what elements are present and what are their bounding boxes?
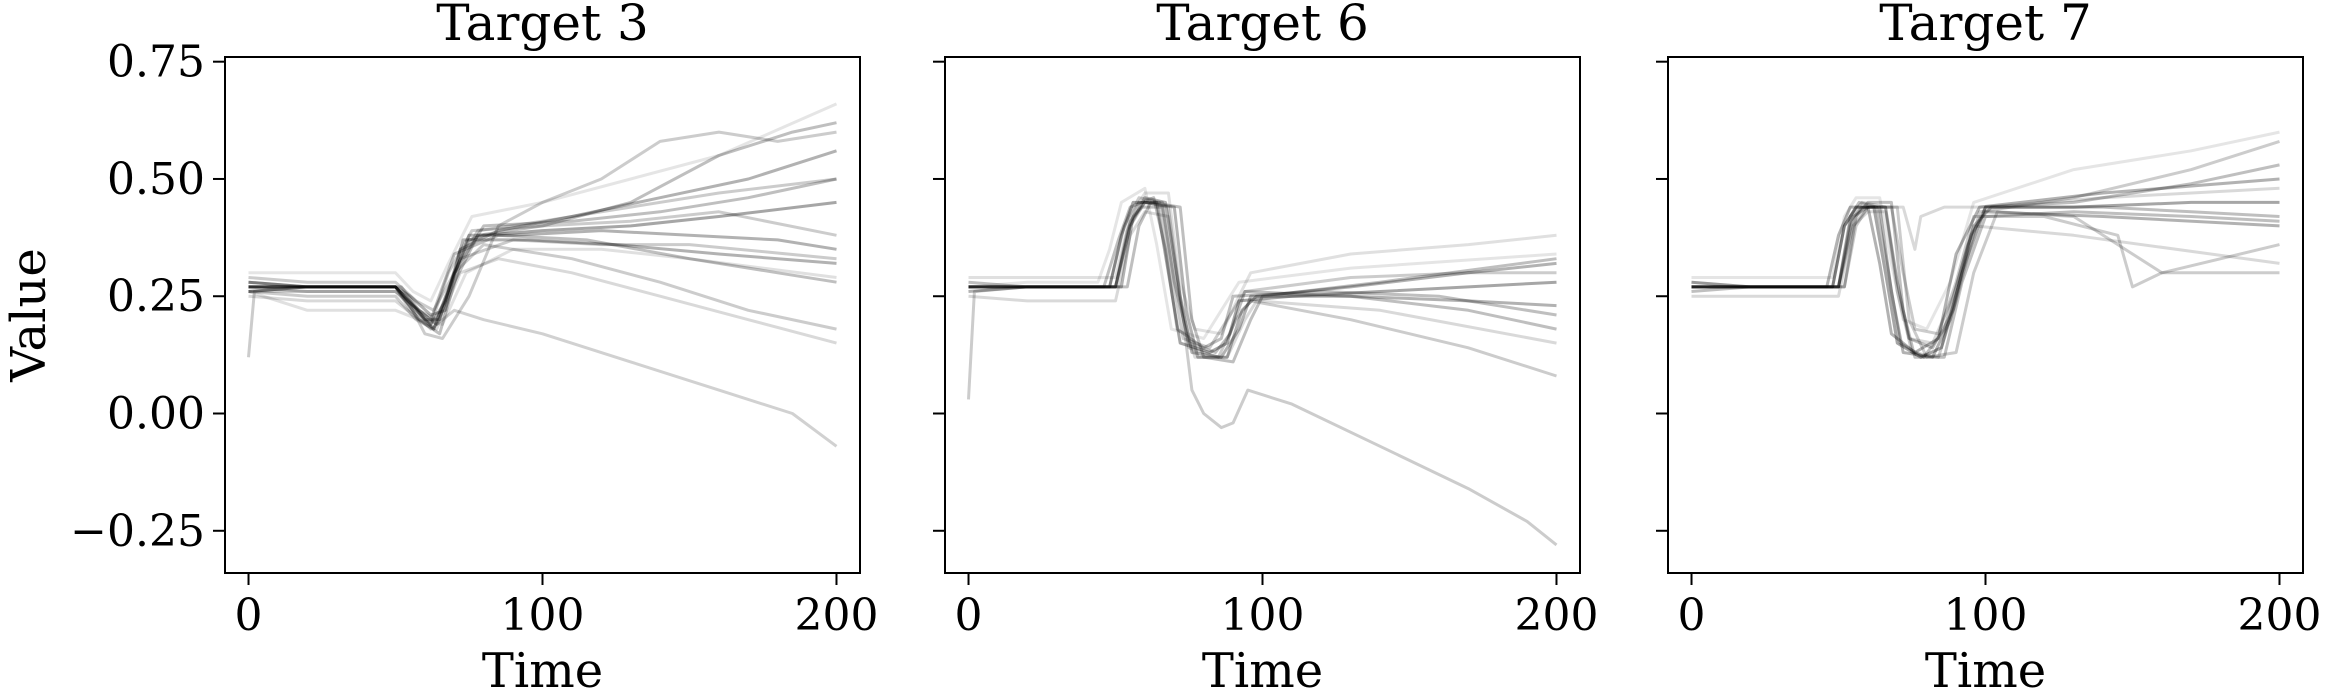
y-tick-label: 0.50 bbox=[107, 154, 205, 205]
series-line-2 bbox=[968, 196, 1557, 359]
series-line-4 bbox=[1691, 200, 2280, 359]
x-tick-label: 200 bbox=[2237, 590, 2321, 641]
x-tick-label: 0 bbox=[955, 590, 983, 641]
series-line-7 bbox=[248, 233, 837, 322]
chart-title: Target 6 bbox=[1156, 0, 1369, 52]
series-line-12 bbox=[1691, 130, 2280, 331]
x-tick-label: 100 bbox=[501, 590, 585, 641]
series-line-9 bbox=[248, 243, 837, 331]
series-line-10 bbox=[968, 210, 1557, 359]
axes-frame bbox=[1667, 56, 2304, 574]
y-tick-label: −0.25 bbox=[70, 506, 205, 557]
series-line-5 bbox=[248, 238, 837, 326]
series-line-7 bbox=[1691, 205, 2280, 359]
x-axis-label: Time bbox=[1925, 643, 2046, 699]
series-line-6 bbox=[968, 205, 1557, 354]
series-line-1 bbox=[248, 200, 837, 322]
x-tick-label: 0 bbox=[235, 590, 263, 641]
series-line-10 bbox=[1691, 210, 2280, 345]
series-line-10 bbox=[248, 210, 837, 326]
series-group bbox=[247, 102, 838, 448]
x-axis-label: Time bbox=[1202, 643, 1323, 699]
x-tick-label: 200 bbox=[794, 590, 878, 641]
series-line-14 bbox=[248, 257, 837, 345]
series-group bbox=[1691, 130, 2280, 359]
x-tick-label: 200 bbox=[1514, 590, 1598, 641]
series-line-12 bbox=[968, 186, 1557, 340]
chart-title: Target 3 bbox=[436, 0, 649, 52]
series-line-8 bbox=[967, 200, 1557, 400]
x-tick-label: 100 bbox=[1221, 590, 1305, 641]
x-axis-label: Time bbox=[482, 643, 603, 699]
series-line-6 bbox=[248, 177, 837, 336]
panel-2: 0 100 200 Target 6 Time bbox=[933, 0, 1598, 699]
series-line-9 bbox=[1691, 139, 2280, 359]
series-line-11 bbox=[1691, 186, 2280, 289]
series-line-3 bbox=[1691, 177, 2280, 354]
series-line-15 bbox=[248, 247, 837, 326]
series-line-3 bbox=[248, 149, 837, 317]
series-line-3 bbox=[968, 200, 1557, 359]
series-line-8 bbox=[248, 130, 837, 340]
y-axis-label: Value bbox=[1, 248, 57, 383]
chart-title: Target 7 bbox=[1879, 0, 2092, 52]
series-line-16 bbox=[248, 102, 838, 303]
series-line-5 bbox=[968, 200, 1557, 364]
series-line-11 bbox=[968, 191, 1557, 336]
series-line-13 bbox=[248, 285, 838, 448]
series-line-2 bbox=[1691, 205, 2280, 359]
series-line-4 bbox=[248, 121, 837, 326]
series-line-5 bbox=[1691, 205, 2280, 350]
panel-3: 0 100 200 Target 7 Time bbox=[1656, 0, 2321, 699]
series-group bbox=[967, 186, 1558, 547]
y-tick-label: 0.75 bbox=[107, 37, 205, 88]
series-line-1 bbox=[1691, 200, 2280, 359]
series-line-9 bbox=[968, 196, 1557, 350]
series-line-11 bbox=[247, 238, 837, 358]
series-line-8 bbox=[1691, 205, 2280, 336]
series-line-2 bbox=[248, 229, 837, 331]
series-line-1 bbox=[968, 200, 1557, 354]
series-line-7 bbox=[968, 200, 1558, 547]
series-line-6 bbox=[1691, 163, 2280, 359]
x-tick-label: 100 bbox=[1944, 590, 2028, 641]
x-tick-label: 0 bbox=[1678, 590, 1706, 641]
panel-1: −0.25 0.00 0.25 0.50 0.75 0 100 200 Target 3 Time… bbox=[1, 0, 878, 699]
series-line-12 bbox=[248, 177, 837, 312]
series-line-4 bbox=[968, 196, 1557, 350]
y-tick-label: 0.00 bbox=[107, 389, 205, 440]
y-tick-label: 0.25 bbox=[107, 271, 205, 322]
